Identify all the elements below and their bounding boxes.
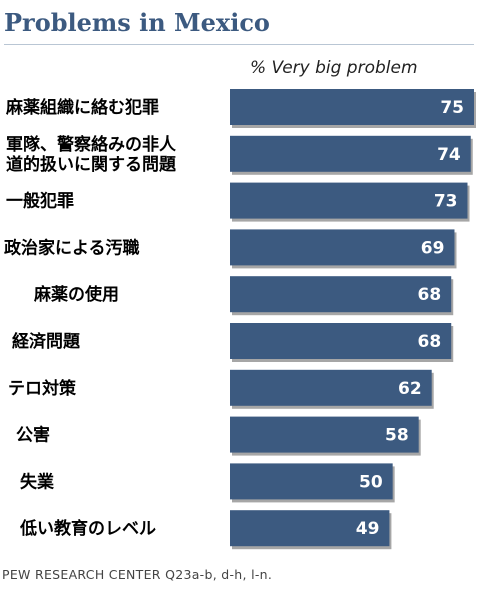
bar [230, 463, 393, 500]
bar [230, 89, 474, 125]
bar-value-label: 75 [440, 98, 464, 118]
category-label: 道的扱いに関する問題 [6, 154, 177, 175]
bar [230, 229, 455, 266]
title-divider [4, 44, 474, 45]
category-label: 麻薬組織に絡む犯罪 [5, 97, 159, 118]
bar-value-label: 62 [398, 379, 422, 399]
value-axis-label: % Very big problem [250, 58, 418, 78]
bar [230, 416, 419, 453]
category-label: 失業 [20, 471, 54, 492]
bar-value-label: 73 [434, 192, 458, 212]
chart-title: Problems in Mexico [4, 8, 270, 37]
bar-value-label: 68 [418, 332, 442, 352]
bar-value-label: 74 [437, 145, 461, 165]
category-label: 政治家による汚職 [4, 237, 140, 258]
category-label: テロ対策 [8, 378, 77, 399]
bar [230, 369, 432, 406]
category-label: 公害 [16, 425, 50, 446]
bar [230, 182, 468, 219]
category-label: 軍隊、警察絡みの非人 [6, 134, 177, 155]
category-label: 麻薬の使用 [33, 284, 119, 305]
source-note: PEW RESEARCH CENTER Q23a-b, d-h, l-n. [2, 567, 273, 582]
category-label: 経済問題 [12, 331, 81, 352]
bar-value-label: 49 [356, 519, 380, 539]
bar-value-label: 68 [418, 285, 442, 305]
bar-value-label: 50 [359, 472, 383, 492]
bar [230, 276, 452, 313]
bar [230, 323, 452, 359]
bar [230, 510, 390, 547]
bar-value-label: 58 [385, 426, 409, 446]
category-label: 一般犯罪 [6, 191, 74, 212]
category-label: 低い教育のレベル [19, 518, 156, 539]
bar [230, 135, 471, 172]
bar-value-label: 69 [421, 238, 445, 258]
